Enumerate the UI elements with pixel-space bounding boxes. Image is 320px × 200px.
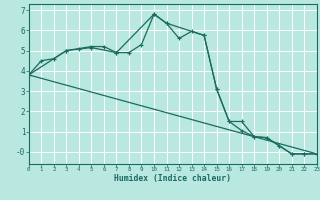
X-axis label: Humidex (Indice chaleur): Humidex (Indice chaleur) <box>114 174 231 183</box>
